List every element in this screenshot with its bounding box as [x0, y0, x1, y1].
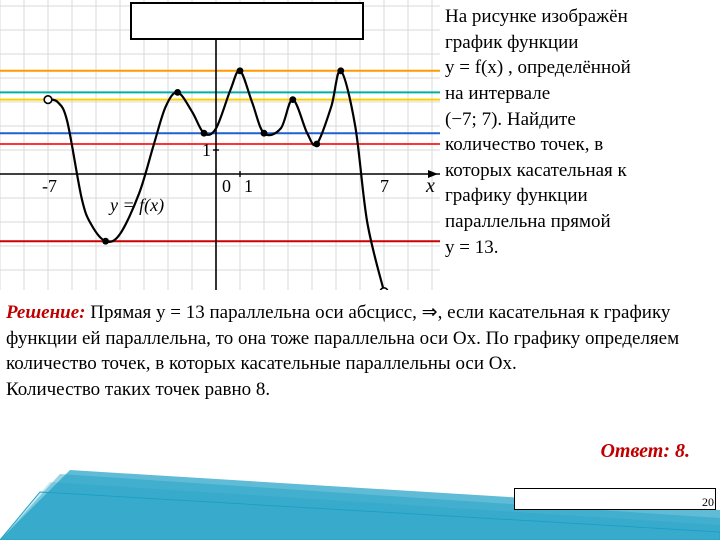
graph-panel: yx011-77 y = f(x)	[0, 0, 440, 290]
p-l9: параллельна прямой	[445, 211, 611, 232]
svg-text:1: 1	[244, 176, 253, 196]
p-l7: которых касательная к	[445, 160, 627, 181]
p-l2: график функции	[445, 32, 578, 53]
solution-body: Прямая y = 13 параллельна оси абсцисс, ⇒…	[6, 302, 679, 374]
svg-text:7: 7	[380, 176, 389, 196]
page-number: 20	[702, 495, 714, 510]
svg-text:1: 1	[202, 140, 211, 160]
svg-text:0: 0	[222, 176, 231, 196]
solution-label: Решение:	[6, 302, 86, 323]
svg-text:-7: -7	[42, 176, 57, 196]
function-graph: yx011-77	[0, 0, 440, 290]
fn-label: y = f(x)	[110, 195, 164, 216]
solution-block: Решение: Прямая y = 13 параллельна оси а…	[6, 300, 714, 403]
answer: Ответ: 8.	[600, 440, 690, 463]
p-l10: y = 13.	[445, 237, 498, 258]
page-number-box	[514, 488, 716, 510]
p-l1: На рисунке изображён	[445, 6, 628, 27]
problem-statement: На рисунке изображён график функции y = …	[445, 4, 715, 260]
p-l6: количество точек, в	[445, 134, 603, 155]
svg-text:x: x	[425, 175, 435, 197]
solution-last: Количество таких точек равно 8.	[6, 379, 270, 400]
p-l4: на интервале	[445, 83, 550, 104]
p-l5: (−7; 7). Найдите	[445, 109, 576, 130]
p-l3: y = f(x) , определённой	[445, 57, 631, 78]
p-l8: графику функции	[445, 185, 588, 206]
header-box	[130, 2, 364, 40]
